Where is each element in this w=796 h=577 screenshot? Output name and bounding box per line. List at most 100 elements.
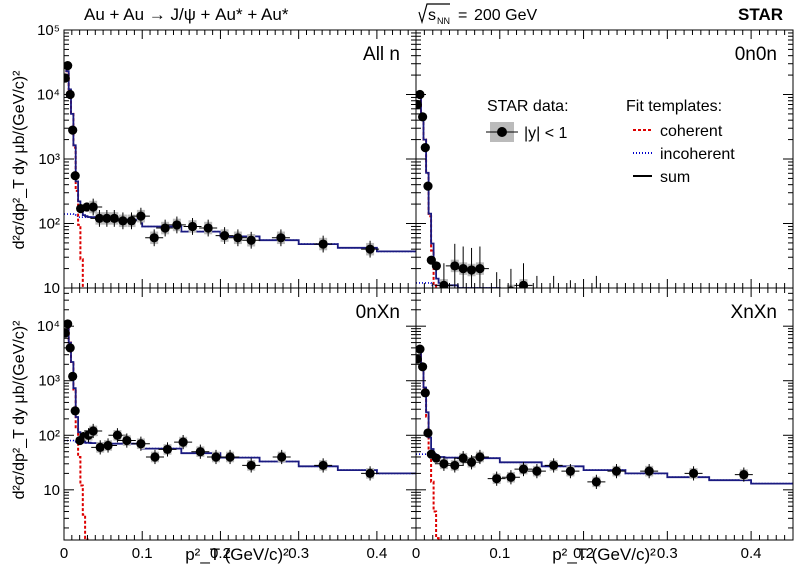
- legend: STAR data: |y| < 1 Fit templates: cohere…: [486, 98, 735, 186]
- y-tick-label: 10⁴: [37, 87, 60, 104]
- panel-title: All n: [363, 44, 400, 65]
- data-point: [64, 73, 70, 83]
- plot-area: [416, 89, 748, 357]
- legend-marker: [497, 127, 507, 137]
- x-tick-label: 0.2: [573, 545, 594, 562]
- data-point: [420, 143, 430, 153]
- data-point: [739, 470, 749, 480]
- data-point: [739, 345, 748, 354]
- data-point: [64, 328, 70, 338]
- plot-area: [64, 61, 416, 288]
- y-tick-label: 10⁵: [37, 22, 60, 39]
- data-point: [431, 453, 441, 463]
- data-point: [645, 319, 654, 328]
- x-tick-label: 0: [412, 545, 420, 562]
- x-axis-title-right: p²_T (GeV/c)²: [552, 545, 656, 564]
- x-tick-label: 0.4: [366, 545, 387, 562]
- data-point: [365, 244, 375, 254]
- syst-box: [612, 323, 620, 336]
- x-tick-label: 0.3: [288, 545, 309, 562]
- y-axis-title-top: d²σ/dp²_T dy μb/(GeV/c)²: [11, 70, 28, 250]
- data-point: [318, 460, 328, 471]
- data-point: [591, 477, 601, 487]
- data-point: [88, 426, 98, 436]
- data-point: [277, 452, 287, 462]
- x-tick-label: 0.4: [741, 545, 762, 562]
- data-point: [203, 223, 213, 233]
- data-point: [318, 239, 328, 249]
- data-point: [592, 293, 601, 302]
- x-tick-label: 0.1: [132, 545, 153, 562]
- data-point: [126, 216, 137, 226]
- data-point: [246, 460, 256, 471]
- svg-text:d²σ/dp²_T dy μb/(GeV/c)²: d²σ/dp²_T dy μb/(GeV/c)²: [11, 320, 28, 500]
- y-axis-title-bottom: d²σ/dp²_T dy μb/(GeV/c)²: [11, 320, 28, 500]
- data-point: [688, 468, 699, 478]
- data-point: [149, 233, 159, 243]
- syst-box: [550, 292, 558, 305]
- svg-text:s: s: [428, 7, 436, 24]
- data-point: [219, 230, 230, 241]
- data-point: [458, 263, 468, 274]
- data-point: [172, 220, 182, 230]
- panel-title: 0n0n: [735, 44, 777, 65]
- x-axis-title-left: p²_T (GeV/c)²: [185, 545, 289, 564]
- x-tick-label: 0.2: [210, 545, 231, 562]
- data-point: [506, 472, 516, 482]
- data-point: [423, 181, 433, 191]
- y-tick-label: 10⁴: [37, 318, 60, 335]
- data-point: [644, 466, 654, 476]
- legend-data-entry: |y| < 1: [524, 125, 568, 142]
- panel-frame: [415, 29, 794, 289]
- data-point: [518, 280, 529, 288]
- svg-text:=: =: [458, 7, 467, 24]
- coherent-template: [416, 93, 438, 288]
- data-point: [458, 453, 468, 463]
- data-point: [532, 466, 542, 476]
- y-tick-label: 10: [43, 280, 60, 297]
- data-point: [466, 265, 477, 275]
- panel-title: 0nXn: [356, 302, 400, 323]
- legend-sum-label: sum: [660, 169, 690, 186]
- data-point: [276, 233, 286, 243]
- data-point: [70, 171, 80, 181]
- data-point: [492, 474, 502, 484]
- data-point: [178, 437, 188, 447]
- coherent-template: [64, 320, 89, 540]
- process-label: Au + Au → J/ψ + Au* + Au*: [84, 5, 289, 24]
- data-point: [416, 344, 425, 354]
- data-point: [122, 435, 132, 446]
- y-tick-label: 10²: [38, 216, 60, 233]
- data-point: [612, 325, 621, 334]
- data-point: [450, 460, 460, 471]
- data-point: [549, 460, 559, 471]
- data-point: [68, 371, 78, 382]
- data-point: [420, 388, 430, 398]
- y-tick-label: 10²: [38, 427, 60, 444]
- syst-box: [566, 296, 574, 309]
- energy-value: 200 GeV: [474, 7, 537, 24]
- syst-box: [533, 292, 541, 305]
- legend-incoherent-label: incoherent: [660, 146, 735, 163]
- data-point: [211, 452, 221, 462]
- panels: 10 10² 10³ 10⁴ 10⁵ All n 0n0n 0 0.1 0.2 0.3 0.4 10 10…: [37, 22, 794, 562]
- panel-frame: [415, 287, 794, 541]
- data-point: [475, 263, 485, 274]
- coherent-template: [416, 348, 440, 540]
- data-point: [549, 293, 558, 302]
- y-tick-label: 10³: [38, 151, 60, 168]
- data-point: [95, 442, 105, 452]
- data-point: [431, 261, 441, 271]
- syst-box: [740, 344, 748, 357]
- data-point: [150, 452, 160, 462]
- data-point: [423, 428, 433, 438]
- data-point: [566, 298, 575, 307]
- data-point: [518, 464, 529, 474]
- data-point: [611, 466, 622, 476]
- plot-area: [64, 319, 416, 540]
- incoherent-template: [416, 282, 501, 288]
- y-tick-label: 10: [43, 482, 60, 499]
- x-tick-label: 0: [60, 545, 68, 562]
- data-point: [475, 452, 485, 462]
